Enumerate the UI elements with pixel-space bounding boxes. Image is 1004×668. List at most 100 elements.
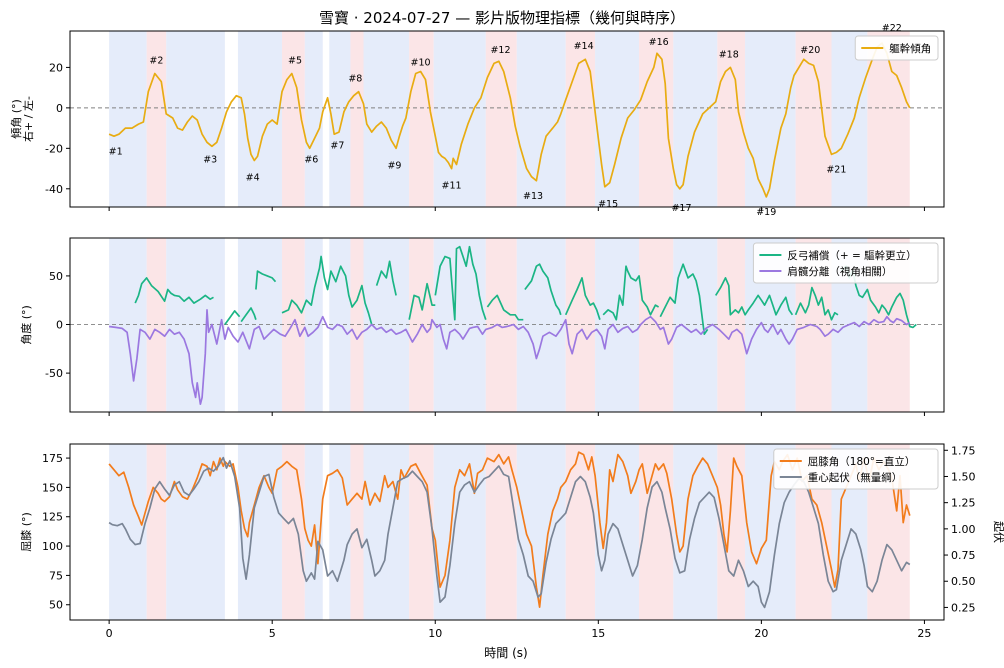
peak-annotation: #15 xyxy=(598,199,618,210)
series-line xyxy=(240,307,257,323)
peak-annotation: #4 xyxy=(246,173,260,184)
legend-box xyxy=(854,35,939,61)
segment-band xyxy=(673,31,718,207)
y-tick-label: -20 xyxy=(45,142,63,155)
peak-annotation: #12 xyxy=(490,45,510,56)
segment-band xyxy=(146,31,167,207)
y-tick-label: 125 xyxy=(42,511,63,524)
peak-annotation: #2 xyxy=(149,55,163,66)
y-tick-label: 100 xyxy=(42,540,63,553)
y-tick-label: 0 xyxy=(56,102,63,115)
series-line xyxy=(134,277,214,304)
peak-annotation: #10 xyxy=(411,57,431,68)
segment-band xyxy=(281,444,305,620)
segment-band xyxy=(639,238,674,412)
lean-panel: #1 #2 #3 #4 #5 #6 #7 #8 #9 #10 #11 #12 #13 #14 #15 #16 #… xyxy=(9,23,945,218)
angle-panel: -50 0 50 角度 (°) 反弓補償（+ = 驅幹更立） 肩髖分離（視角相關） xyxy=(19,237,945,416)
segment-band xyxy=(745,31,796,207)
legend-box xyxy=(773,448,939,490)
segment-band xyxy=(516,238,566,412)
segment-band xyxy=(363,31,410,207)
segment-band xyxy=(304,238,323,412)
series-line xyxy=(108,309,911,406)
series-line xyxy=(486,294,524,321)
segment-band xyxy=(329,31,351,207)
segment-band xyxy=(237,238,282,412)
y-tick-label: -50 xyxy=(45,367,63,380)
series-line xyxy=(375,260,397,296)
segment-band xyxy=(565,31,596,207)
series-line xyxy=(224,310,241,325)
peak-annotation: #18 xyxy=(719,49,739,60)
plot-frame xyxy=(69,443,945,621)
segment-band xyxy=(717,238,746,412)
peak-annotation: #22 xyxy=(882,23,902,34)
series-line xyxy=(524,263,562,316)
peak-annotation: #8 xyxy=(348,74,362,85)
y2-tick-label: 1.00 xyxy=(951,523,976,536)
plot-frame xyxy=(69,30,945,208)
segment-band xyxy=(433,238,486,412)
segment-band xyxy=(146,444,167,620)
y2-tick-label: 0.75 xyxy=(951,549,976,562)
x-tick-label: 0 xyxy=(106,627,113,640)
segment-band xyxy=(409,444,434,620)
segment-band xyxy=(363,444,410,620)
y-axis-label: 角度 (°) xyxy=(19,305,33,345)
series-line xyxy=(434,245,487,321)
series-line xyxy=(255,270,277,290)
y2-tick-label: 0.25 xyxy=(951,601,976,614)
peak-annotation: #11 xyxy=(442,181,462,192)
y-tick-label: 50 xyxy=(49,270,63,283)
peak-annotation: #13 xyxy=(523,191,543,202)
knee-panel: 50751001251501750.250.500.751.001.251.50… xyxy=(20,443,1004,640)
legend-label: 肩髖分離（視角相關） xyxy=(787,265,892,278)
y-axis-label-line: 傾角 (°) xyxy=(9,99,23,139)
series-line xyxy=(659,263,709,336)
peak-annotation: #20 xyxy=(800,45,820,56)
peak-annotation: #6 xyxy=(304,154,318,165)
segment-band xyxy=(146,238,167,412)
y-tick-label: 75 xyxy=(49,569,63,582)
segment-band xyxy=(281,31,305,207)
segment-band xyxy=(281,238,305,412)
segment-band xyxy=(565,238,596,412)
segment-band xyxy=(350,238,364,412)
y-tick-label: 0 xyxy=(56,319,63,332)
segment-band xyxy=(304,31,323,207)
legend-label: 軀幹傾角 xyxy=(889,42,931,55)
y-axis-label: 屈膝 (°) xyxy=(20,512,33,552)
series-line xyxy=(714,277,794,316)
series-line xyxy=(281,255,373,325)
y2-axis-label: 起伏 xyxy=(992,521,1004,543)
series-line xyxy=(408,282,436,320)
peak-annotation: #7 xyxy=(330,140,344,151)
segment-band xyxy=(350,31,364,207)
segment-band xyxy=(795,31,832,207)
legend-label: 反弓補償（+ = 驅幹更立） xyxy=(787,249,916,262)
x-tick-label: 5 xyxy=(269,627,276,640)
legend-label: 屈膝角（180°=直立） xyxy=(808,455,916,468)
series-line xyxy=(794,286,839,321)
series-line xyxy=(108,456,911,609)
peak-annotation: #14 xyxy=(574,41,594,52)
peak-annotation: #17 xyxy=(671,203,691,214)
segment-band xyxy=(109,444,147,620)
chart-title: 雪寶 · 2024-07-27 — 影片版物理指標（幾何與時序） xyxy=(319,9,685,27)
segment-band xyxy=(595,31,640,207)
segment-band xyxy=(433,31,486,207)
peak-annotation: #3 xyxy=(203,154,217,165)
segment-band xyxy=(329,444,351,620)
segment-band xyxy=(166,444,225,620)
y-tick-label: -40 xyxy=(45,183,63,196)
peak-annotation: #16 xyxy=(649,37,669,48)
peak-annotation: #5 xyxy=(288,55,302,66)
x-tick-label: 10 xyxy=(428,627,442,640)
series-line xyxy=(108,42,911,198)
peak-annotation: #1 xyxy=(109,146,123,157)
y-axis-label-line: 右+ / 左- xyxy=(21,96,35,142)
legend-label: 重心起伏（無量綱） xyxy=(808,471,903,484)
peak-annotation: #19 xyxy=(756,207,776,218)
segment-band xyxy=(237,444,282,620)
